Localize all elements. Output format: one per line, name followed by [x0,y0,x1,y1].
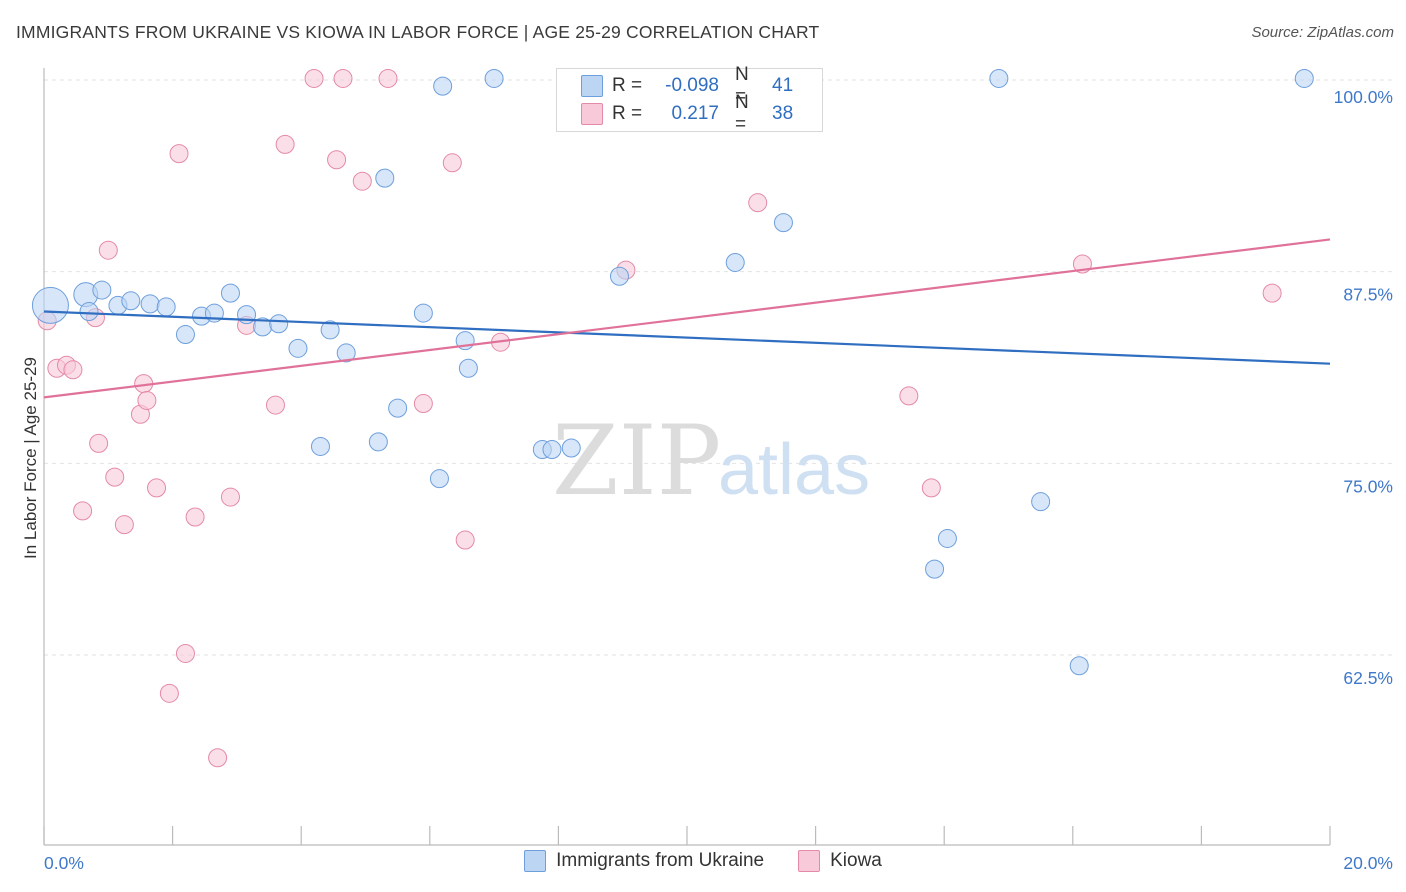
ukraine-point [1294,68,1314,88]
kiowa-point [114,515,134,535]
ukraine-point [220,283,240,303]
x-tick-labels: 0.0% 20.0% [44,853,1393,873]
legend-item-ukraine: Immigrants from Ukraine [524,850,764,872]
ukraine-point [288,338,308,358]
watermark: ZIP atlas [552,405,870,517]
stats-r-value: 0.217 [671,103,719,124]
kiowa-point [275,134,295,154]
kiowa-point [352,171,372,191]
kiowa-point [105,467,125,487]
y-axis-label: In Labor Force | Age 25-29 [21,357,40,559]
kiowa-point [921,478,941,498]
kiowa-point [220,487,240,507]
legend-swatch-ukraine [524,850,547,872]
kiowa-point [147,478,167,498]
kiowa-point [73,501,93,521]
kiowa-point [304,68,324,88]
ukraine-point [310,436,330,456]
ukraine-point [31,286,69,324]
ukraine-point [433,76,453,96]
ukraine-point [725,252,745,272]
ukraine-point [156,297,176,317]
watermark-zip: ZIP [552,405,721,517]
kiowa-point [63,360,83,380]
x-tick-label: 20.0% [1343,853,1393,873]
kiowa-point [208,748,228,768]
stats-box: R = -0.098 N = 41 R = 0.217 N = 38 [556,64,823,135]
watermark-atlas: atlas [718,430,870,510]
x-tick-label: 0.0% [44,853,84,873]
ukraine-point [458,358,478,378]
stats-n-label: N = [735,92,749,135]
kiowa-point [378,68,398,88]
kiowa-point [333,68,353,88]
kiowa-point [159,683,179,703]
ukraine-point [269,314,289,334]
ukraine-point [773,213,793,233]
kiowa-point [185,507,205,527]
chart-title: IMMIGRANTS FROM UKRAINE VS KIOWA IN LABO… [16,22,820,42]
ukraine-point [388,398,408,418]
legend-item-kiowa: Kiowa [798,850,882,872]
stats-r-value: -0.098 [665,75,719,96]
legend-label-ukraine: Immigrants from Ukraine [556,850,765,871]
stats-n-label: N = [735,64,749,107]
kiowa-point [98,240,118,260]
ukraine-point [368,432,388,452]
kiowa-point [265,395,285,415]
stats-r-label: R = [612,75,643,96]
kiowa-point [455,530,475,550]
ukraine-point [925,559,945,579]
ukraine-points [31,68,1314,676]
stats-swatch-kiowa [581,103,603,125]
stats-n-value: 38 [772,103,794,124]
kiowa-point [175,643,195,663]
y-tick-label: 100.0% [1334,87,1393,107]
y-tick-labels: 62.5% 75.0% 87.5% 100.0% [1334,87,1393,688]
ukraine-point [989,68,1009,88]
ukraine-point [140,294,160,314]
kiowa-trend-line [43,238,1331,399]
kiowa-point [748,193,768,213]
legend: Immigrants from Ukraine Kiowa [0,850,1406,872]
kiowa-point [327,150,347,170]
kiowa-point [137,390,157,410]
ukraine-point [121,291,141,311]
legend-swatch-kiowa [798,850,821,872]
y-tick-label: 75.0% [1343,476,1393,496]
kiowa-point [169,144,189,164]
ukraine-point [1069,656,1089,676]
ukraine-point [561,438,581,458]
ukraine-point [320,320,340,340]
kiowa-point [1262,283,1282,303]
stats-n-value: 41 [772,75,794,96]
ukraine-trend-line [43,310,1331,365]
kiowa-point [413,394,433,414]
ukraine-point [937,528,957,548]
axes [43,68,1331,846]
kiowa-point [899,386,919,406]
stats-r-label: R = [612,103,643,124]
kiowa-point [442,153,462,173]
y-tick-label: 87.5% [1343,285,1393,305]
ukraine-point [1031,492,1051,512]
ukraine-point [336,343,356,363]
ukraine-point [542,440,562,460]
ukraine-point [79,302,99,322]
ukraine-point [484,68,504,88]
stats-swatch-ukraine [581,75,603,97]
ukraine-point [609,266,629,286]
y-tick-label: 62.5% [1343,668,1393,688]
grid [44,79,1392,656]
ukraine-point [413,303,433,323]
ukraine-point [92,280,112,300]
kiowa-point [89,433,109,453]
source-label: Source: ZipAtlas.com [1251,24,1394,41]
ukraine-point [375,168,395,188]
ukraine-point [429,469,449,489]
trend-lines [43,238,1331,399]
ukraine-point [175,325,195,345]
legend-label-kiowa: Kiowa [830,850,882,871]
